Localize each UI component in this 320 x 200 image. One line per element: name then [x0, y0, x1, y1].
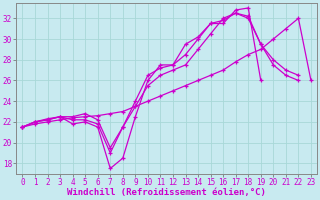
X-axis label: Windchill (Refroidissement éolien,°C): Windchill (Refroidissement éolien,°C) [67, 188, 266, 197]
